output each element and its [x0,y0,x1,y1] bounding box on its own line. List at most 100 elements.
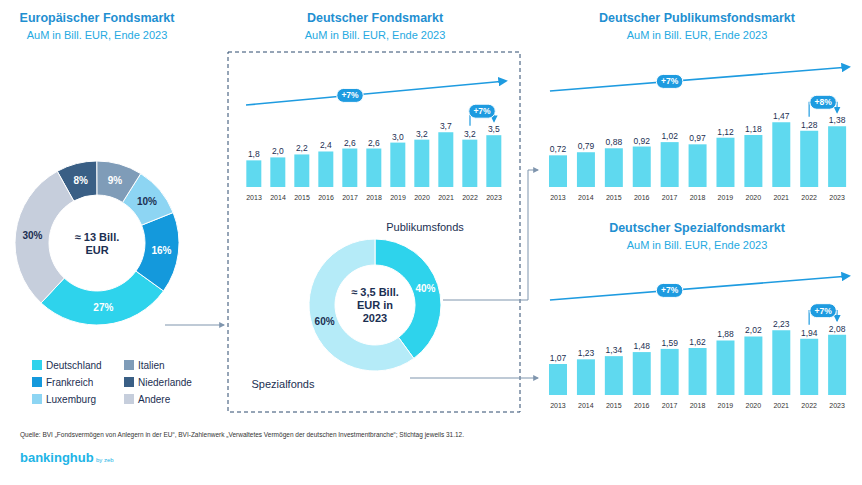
svg-text:1,28: 1,28 [801,120,818,130]
svg-text:2016: 2016 [634,194,650,201]
svg-text:EUR: EUR [85,244,108,256]
svg-text:by zeb: by zeb [96,457,114,463]
svg-text:2,02: 2,02 [745,325,762,335]
svg-text:1,47: 1,47 [773,111,790,121]
svg-text:2022: 2022 [801,194,817,201]
svg-text:Publikumsfonds: Publikumsfonds [386,221,464,233]
svg-text:2,2: 2,2 [296,143,308,153]
svg-text:2016: 2016 [634,402,650,409]
svg-text:Spezialfonds: Spezialfonds [252,378,315,390]
svg-text:Andere: Andere [138,394,171,405]
svg-text:+7%: +7% [341,90,359,100]
svg-text:2015: 2015 [294,194,310,201]
svg-text:EUR in: EUR in [357,299,393,311]
svg-text:2013: 2013 [550,402,566,409]
svg-text:2,23: 2,23 [773,319,790,329]
svg-text:0,72: 0,72 [550,144,567,154]
svg-text:40%: 40% [415,283,435,294]
svg-text:2023: 2023 [829,194,845,201]
svg-text:1,59: 1,59 [661,338,678,348]
svg-text:8%: 8% [73,175,88,186]
svg-text:60%: 60% [315,316,335,327]
svg-text:AuM in Bill. EUR, Ende 2023: AuM in Bill. EUR, Ende 2023 [627,29,768,41]
svg-text:2,08: 2,08 [829,324,846,334]
svg-text:2022: 2022 [801,402,817,409]
svg-text:Italien: Italien [138,360,165,371]
svg-text:Deutschland: Deutschland [46,360,102,371]
svg-text:+7%: +7% [661,76,679,86]
svg-text:2,4: 2,4 [320,140,332,150]
svg-text:2020: 2020 [414,194,430,201]
svg-text:0,88: 0,88 [606,137,623,147]
svg-text:Quelle: BVI „Fondsvermögen von: Quelle: BVI „Fondsvermögen von Anlegern … [20,431,464,439]
svg-text:2017: 2017 [342,194,358,201]
svg-text:bankinghub: bankinghub [20,450,94,465]
svg-text:0,79: 0,79 [578,141,595,151]
svg-text:2023: 2023 [486,194,502,201]
svg-text:16%: 16% [152,245,172,256]
svg-text:0,97: 0,97 [689,133,706,143]
svg-text:2017: 2017 [662,402,678,409]
svg-text:1,07: 1,07 [550,353,567,363]
svg-text:2,6: 2,6 [344,138,356,148]
svg-text:2014: 2014 [270,194,286,201]
svg-text:2019: 2019 [390,194,406,201]
svg-text:2016: 2016 [318,194,334,201]
svg-text:+7%: +7% [814,306,832,316]
svg-text:1,48: 1,48 [633,341,650,351]
svg-text:AuM in Bill. EUR, Ende 2023: AuM in Bill. EUR, Ende 2023 [627,239,768,251]
svg-text:+7%: +7% [661,285,679,295]
svg-text:2018: 2018 [690,402,706,409]
svg-text:9%: 9% [108,175,123,186]
svg-text:Europäischer Fondsmarkt: Europäischer Fondsmarkt [20,11,176,25]
svg-text:2015: 2015 [606,402,622,409]
svg-text:1,8: 1,8 [248,149,260,159]
svg-text:Deutscher Fondsmarkt: Deutscher Fondsmarkt [307,11,444,25]
svg-text:2023: 2023 [363,312,387,324]
svg-text:1,18: 1,18 [745,124,762,134]
svg-text:2018: 2018 [690,194,706,201]
svg-text:1,38: 1,38 [829,115,846,125]
svg-text:2019: 2019 [718,402,734,409]
svg-text:3,2: 3,2 [416,129,428,139]
svg-text:2,0: 2,0 [272,146,284,156]
svg-text:Luxemburg: Luxemburg [46,394,96,405]
svg-text:AuM in Bill. EUR, Ende 2023: AuM in Bill. EUR, Ende 2023 [305,29,446,41]
svg-text:2013: 2013 [550,194,566,201]
svg-text:+8%: +8% [814,97,832,107]
svg-text:3,0: 3,0 [392,132,404,142]
svg-text:2021: 2021 [438,194,454,201]
svg-text:3,5: 3,5 [488,124,500,134]
svg-text:10%: 10% [137,196,157,207]
svg-text:0,92: 0,92 [633,136,650,146]
svg-text:2019: 2019 [718,194,734,201]
svg-text:27%: 27% [93,302,113,313]
svg-text:1,94: 1,94 [801,328,818,338]
svg-text:1,88: 1,88 [717,329,734,339]
svg-text:2021: 2021 [773,194,789,201]
svg-text:Deutscher Spezialfondsmarkt: Deutscher Spezialfondsmarkt [609,221,786,235]
svg-text:Deutscher Publikumsfondsmarkt: Deutscher Publikumsfondsmarkt [599,11,796,25]
svg-text:2014: 2014 [578,402,594,409]
svg-text:2,6: 2,6 [368,138,380,148]
svg-text:30%: 30% [22,230,42,241]
svg-text:1,62: 1,62 [689,337,706,347]
svg-text:2018: 2018 [366,194,382,201]
svg-text:≈ 3,5 Bill.: ≈ 3,5 Bill. [351,286,399,298]
svg-text:2015: 2015 [606,194,622,201]
svg-text:2021: 2021 [773,402,789,409]
svg-text:Frankreich: Frankreich [46,377,93,388]
svg-text:2017: 2017 [662,194,678,201]
svg-text:1,12: 1,12 [717,127,734,137]
svg-text:2020: 2020 [746,402,762,409]
svg-text:2020: 2020 [746,194,762,201]
svg-text:3,2: 3,2 [464,129,476,139]
svg-text:+7%: +7% [473,106,491,116]
svg-text:2023: 2023 [829,402,845,409]
svg-text:≈ 13 Bill.: ≈ 13 Bill. [75,231,120,243]
svg-text:Niederlande: Niederlande [138,377,192,388]
svg-text:2014: 2014 [578,194,594,201]
svg-text:1,02: 1,02 [661,131,678,141]
svg-text:1,34: 1,34 [606,345,623,355]
svg-text:AuM in Bill. EUR, Ende 2023: AuM in Bill. EUR, Ende 2023 [27,29,168,41]
